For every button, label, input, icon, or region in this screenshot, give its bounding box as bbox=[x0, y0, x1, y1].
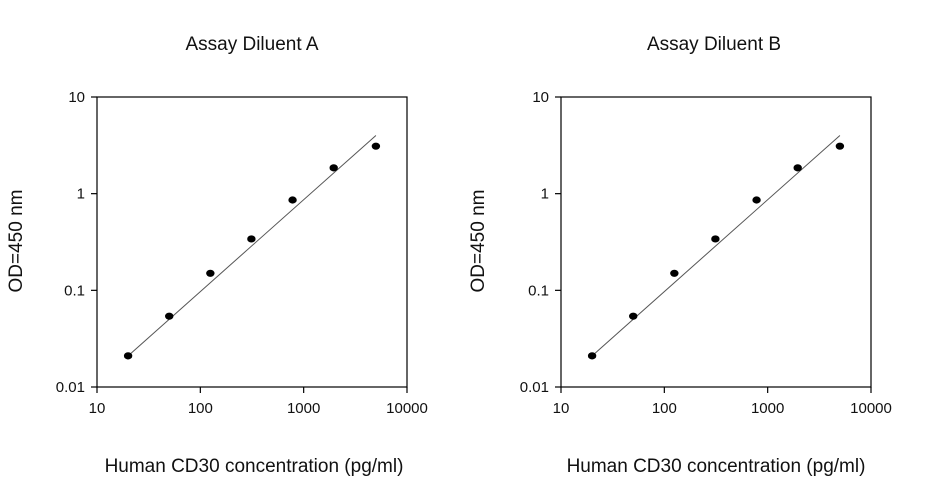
fit-line bbox=[127, 135, 377, 357]
plot-frame bbox=[560, 96, 872, 388]
data-point bbox=[206, 269, 215, 277]
x-tick-label: 100 bbox=[652, 400, 677, 417]
data-point bbox=[165, 312, 174, 320]
x-tick-label: 10 bbox=[89, 400, 106, 417]
y-tick-label: 1 bbox=[77, 186, 85, 203]
x-axis-label: Human CD30 concentration (pg/ml) bbox=[567, 456, 866, 477]
x-tick-label: 1000 bbox=[287, 400, 320, 417]
chart-title: Assay Diluent A bbox=[185, 34, 318, 55]
y-axis-label: OD=450 nm bbox=[468, 190, 489, 293]
x-tick-label: 10 bbox=[553, 400, 570, 417]
data-point bbox=[371, 142, 381, 150]
data-point bbox=[587, 352, 597, 360]
x-tick-label: 100 bbox=[188, 400, 213, 417]
marks-group bbox=[123, 135, 381, 360]
data-point bbox=[752, 196, 761, 204]
data-point bbox=[835, 142, 845, 150]
y-tick-label: 0.1 bbox=[528, 282, 549, 299]
y-axis-label: OD=450 nm bbox=[6, 190, 27, 293]
y-tick-label: 0.1 bbox=[64, 282, 85, 299]
data-point bbox=[288, 196, 297, 204]
data-point bbox=[670, 269, 679, 277]
x-tick-label: 1000 bbox=[751, 400, 784, 417]
chart-panel-b: Assay Diluent B Human CD30 concentration… bbox=[468, 34, 892, 477]
fit-line bbox=[591, 135, 841, 357]
marks-group bbox=[587, 135, 845, 360]
x-tick-label: 10000 bbox=[850, 400, 892, 417]
tick-group: 10 100 1000 10000 0.01 0.1 1 10 bbox=[56, 89, 428, 417]
data-point bbox=[711, 235, 720, 243]
y-tick-label: 10 bbox=[532, 89, 549, 106]
chart-title: Assay Diluent B bbox=[647, 34, 781, 55]
tick-group: 10 100 1000 10000 0.01 0.1 1 10 bbox=[520, 89, 892, 417]
x-axis-label: Human CD30 concentration (pg/ml) bbox=[105, 456, 404, 477]
data-point bbox=[629, 312, 638, 320]
data-point bbox=[123, 352, 133, 360]
chart-panel-a: Assay Diluent A Human CD30 concentration… bbox=[6, 34, 428, 477]
plot-frame bbox=[96, 96, 408, 388]
y-tick-label: 1 bbox=[541, 186, 549, 203]
y-tick-label: 0.01 bbox=[56, 379, 85, 396]
y-tick-label: 0.01 bbox=[520, 379, 549, 396]
x-tick-label: 10000 bbox=[386, 400, 428, 417]
data-point bbox=[329, 164, 338, 172]
data-point bbox=[247, 235, 256, 243]
data-point bbox=[793, 164, 802, 172]
y-tick-label: 10 bbox=[68, 89, 85, 106]
